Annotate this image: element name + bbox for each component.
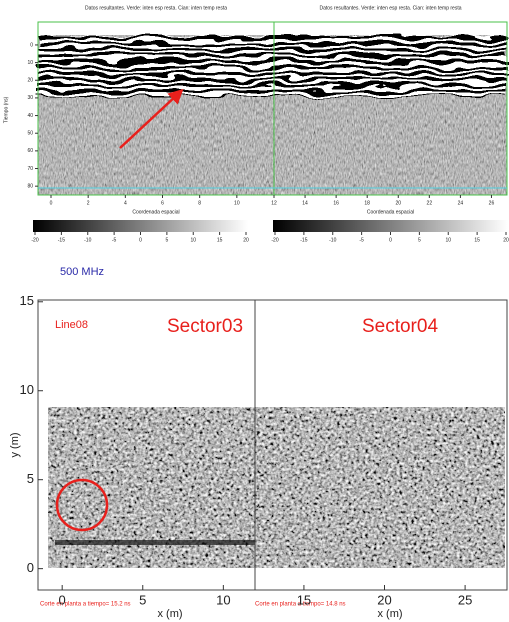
colorbar-tick-label: 10	[445, 237, 451, 243]
x-tick-label: 2	[87, 200, 90, 206]
x-axis-label: Coordenada espacial	[132, 209, 179, 215]
y-tick-label: 20	[27, 78, 33, 84]
x-tick-label: 5	[139, 592, 146, 607]
x-tick-label: 22	[427, 200, 433, 206]
y-axis-label: y (m)	[9, 432, 21, 457]
panel-title: Datos resultantes. Verde: inten esp rest…	[85, 5, 227, 11]
x-tick-label: 0	[59, 592, 66, 607]
caption: Corte en planta a tiempo= 14.8 ns	[255, 602, 346, 608]
colorbar-tick-label: 0	[139, 237, 142, 243]
x-axis-label: Coordenada espacial	[367, 209, 414, 215]
line-label: Line08	[55, 319, 88, 331]
sector-label: Sector03	[167, 316, 243, 337]
x-tick-label: 10	[216, 592, 230, 607]
x-tick-label: 12	[271, 200, 277, 206]
colorbar-tick-label: -15	[300, 237, 307, 243]
colorbar-tick-label: -5	[359, 237, 364, 243]
caption: Corte en planta a tiempo= 15.2 ns	[40, 602, 131, 608]
colorbar-tick-label: -5	[112, 237, 117, 243]
x-tick-label: 10	[234, 200, 240, 206]
x-tick-label: 26	[489, 200, 495, 206]
x-tick-label: 20	[395, 200, 401, 206]
sector-label: Sector04	[362, 316, 438, 337]
x-tick-label: 25	[458, 592, 472, 607]
x-tick-label: 20	[377, 592, 391, 607]
radargram-image	[37, 21, 508, 196]
colorbar-tick-label: -20	[31, 237, 38, 243]
x-tick-label: 0	[50, 200, 53, 206]
y-tick-label: 0	[30, 42, 33, 48]
y-tick-label: 40	[27, 113, 33, 119]
y-tick-label: 80	[27, 184, 33, 190]
y-tick-label: 70	[27, 166, 33, 172]
y-tick-label: 50	[27, 131, 33, 137]
x-tick-label: 6	[161, 200, 164, 206]
frequency-label: 500 MHz	[60, 266, 104, 278]
x-tick-label: 16	[333, 200, 339, 206]
colorbar-tick-label: 5	[418, 237, 421, 243]
colorbar-tick-label: -20	[271, 237, 278, 243]
y-tick-label: 10	[27, 60, 33, 66]
colorbar-tick-label: 5	[165, 237, 168, 243]
colorbar-tick-label: -10	[84, 237, 91, 243]
colorbar-tick-label: 0	[389, 237, 392, 243]
colorbar-tick-label: 15	[217, 237, 223, 243]
colorbar-tick-label: -15	[58, 237, 65, 243]
y-axis-label: Tiempo (ns)	[3, 96, 9, 123]
x-axis-label: x (m)	[377, 608, 402, 620]
y-tick-label: 30	[27, 95, 33, 101]
x-tick-label: 15	[297, 592, 311, 607]
colorbar-tick-label: 20	[503, 237, 509, 243]
x-tick-label: 14	[302, 200, 308, 206]
colorbar-tick-label: 10	[190, 237, 196, 243]
x-axis-label: x (m)	[157, 608, 182, 620]
y-tick-label: 0	[27, 560, 34, 575]
colorbar-tick-label: 15	[474, 237, 480, 243]
colorbar	[33, 220, 248, 232]
y-tick-label: 60	[27, 148, 33, 154]
slice-image	[37, 299, 508, 591]
x-tick-label: 24	[458, 200, 464, 206]
colorbar	[273, 220, 508, 232]
y-tick-label: 10	[20, 382, 34, 397]
x-tick-label: 18	[364, 200, 370, 206]
colorbar-tick-label: -10	[329, 237, 336, 243]
x-tick-label: 8	[198, 200, 201, 206]
colorbar-tick-label: 20	[243, 237, 249, 243]
panel-title: Datos resultantes. Verde: inten esp rest…	[319, 5, 461, 11]
y-tick-label: 5	[27, 471, 34, 486]
y-tick-label: 15	[20, 293, 34, 308]
x-tick-label: 4	[124, 200, 127, 206]
